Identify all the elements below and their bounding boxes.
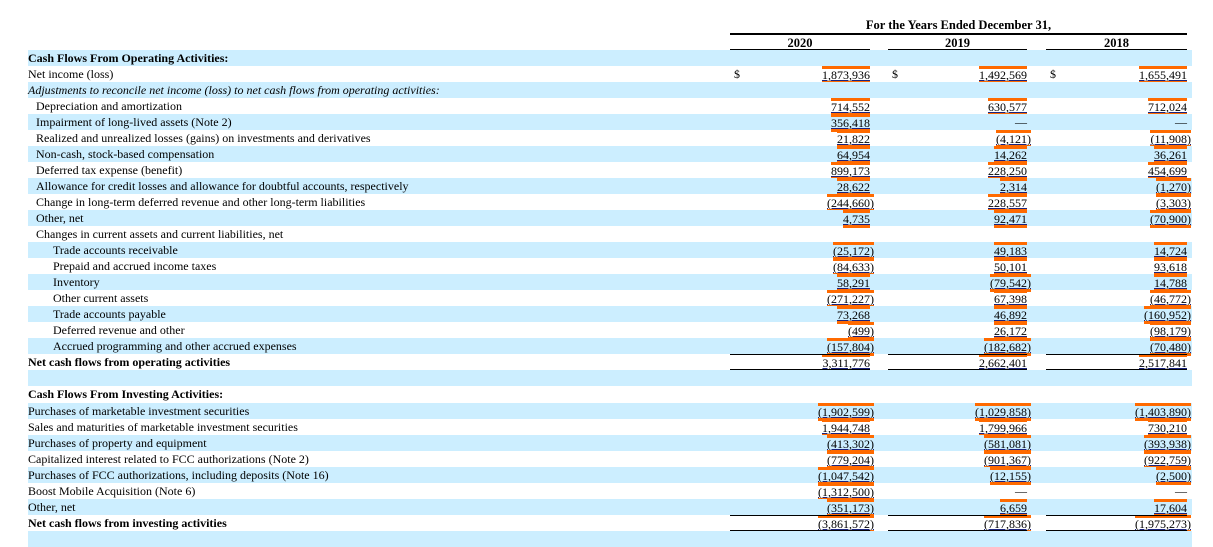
table-row: Other, net 4,735 92,471 (70,900) bbox=[28, 210, 1192, 228]
value-cell-2018: (70,900) bbox=[1046, 210, 1191, 228]
total-rule-bottom bbox=[888, 530, 1027, 531]
total-rule-bottom bbox=[1046, 369, 1187, 370]
table-row: Purchases of property and equipment (413,… bbox=[28, 435, 1192, 453]
row-label: Capitalized interest related to FCC auth… bbox=[28, 452, 309, 466]
total-row: Net cash flows from operating activities… bbox=[28, 354, 1192, 372]
row-label: Adjustments to reconcile net income (los… bbox=[28, 83, 440, 97]
empty-value: — bbox=[1175, 115, 1187, 129]
empty-value: — bbox=[1015, 115, 1027, 129]
total-rule-top bbox=[730, 354, 870, 355]
row-label: Trade accounts payable bbox=[53, 307, 166, 321]
row-label: Other, net bbox=[28, 500, 76, 514]
table-row: Deferred tax expense (benefit) 899,173 228… bbox=[28, 162, 1192, 180]
row-label: Prepaid and accrued income taxes bbox=[53, 259, 217, 273]
total-row: Net cash flows from investing activities… bbox=[28, 515, 1192, 533]
table-row: Accrued programming and other accrued ex… bbox=[28, 338, 1192, 356]
total-rule-top bbox=[888, 515, 1027, 516]
row-label: Trade accounts receivable bbox=[53, 243, 178, 257]
value-cell-2019: (12,155) bbox=[888, 467, 1031, 485]
row-label: Inventory bbox=[53, 275, 100, 289]
section-row: Adjustments to reconcile net income (los… bbox=[28, 82, 1192, 98]
total-rule-top bbox=[1046, 515, 1187, 516]
numeric-value: (2,500) bbox=[1156, 467, 1191, 485]
total-rule-bottom bbox=[1046, 530, 1187, 531]
empty-value: — bbox=[1015, 484, 1027, 498]
table-row: Prepaid and accrued income taxes (84,633)… bbox=[28, 258, 1192, 276]
row-label: Net cash flows from operating activities bbox=[28, 355, 231, 369]
section-row bbox=[28, 370, 1192, 386]
value-cell-2019: — bbox=[888, 114, 1027, 130]
row-label: Cash Flows From Operating Activities: bbox=[28, 51, 229, 65]
row-label: Purchases of marketable investment secur… bbox=[28, 404, 250, 418]
cash-flow-table: Cash Flows From Operating Activities: Net… bbox=[28, 50, 1192, 547]
section-row: Cash Flows From Operating Activities: bbox=[28, 50, 1192, 66]
section-row: Cash Flows From Investing Activities: bbox=[28, 386, 1192, 403]
table-row: Realized and unrealized losses (gains) o… bbox=[28, 130, 1192, 148]
row-label: Deferred tax expense (benefit) bbox=[36, 163, 183, 177]
table-row: Non-cash, stock-based compensation 64,954… bbox=[28, 146, 1192, 164]
table-row: Purchases of FCC authorizations, includi… bbox=[28, 467, 1192, 485]
row-label: Other, net bbox=[36, 211, 84, 225]
row-label: Purchases of property and equipment bbox=[28, 436, 207, 450]
currency-symbol: $ bbox=[892, 67, 898, 81]
value-cell-2018: — bbox=[1046, 114, 1187, 130]
total-rule-top bbox=[888, 354, 1027, 355]
total-rule-bottom bbox=[888, 369, 1027, 370]
year-header-2019: 2019 bbox=[888, 35, 1027, 50]
row-label: Cash Flows From Investing Activities: bbox=[28, 387, 224, 401]
table-row: Deferred revenue and other (499) 26,172 (98… bbox=[28, 322, 1192, 340]
numeric-value: 4,735 bbox=[843, 210, 870, 228]
table-row: Other current assets (271,227) 67,398 (46,7… bbox=[28, 290, 1192, 308]
table-row: Trade accounts receivable (25,172) 49,183 1… bbox=[28, 242, 1192, 260]
value-cell-2019: 92,471 bbox=[888, 210, 1027, 228]
table-row: Purchases of marketable investment secur… bbox=[28, 403, 1192, 421]
numeric-value: (12,155) bbox=[990, 467, 1031, 485]
table-row: Net income (loss) $ $ $1,873,936 1,492,569 1,… bbox=[28, 66, 1192, 84]
table-row: Capitalized interest related to FCC auth… bbox=[28, 451, 1192, 469]
value-cell-2018: (2,500) bbox=[1046, 467, 1191, 485]
table-row: Inventory 58,291 (79,542) 14,788 bbox=[28, 274, 1192, 292]
table-row: Boost Mobile Acquisition (Note 6) (1,312,… bbox=[28, 483, 1192, 501]
row-label: Change in long-term deferred revenue and… bbox=[36, 195, 366, 209]
table-row: Depreciation and amortization 714,552 630,… bbox=[28, 98, 1192, 116]
section-row bbox=[28, 531, 1192, 547]
numeric-value: 92,471 bbox=[994, 210, 1027, 228]
row-label: Impairment of long-lived assets (Note 2) bbox=[36, 115, 232, 129]
table-row: Impairment of long-lived assets (Note 2)… bbox=[28, 114, 1192, 132]
row-label: Net income (loss) bbox=[28, 67, 114, 81]
row-label: Depreciation and amortization bbox=[36, 99, 182, 113]
row-label: Allowance for credit losses and allowanc… bbox=[36, 179, 409, 193]
total-rule-bottom bbox=[730, 530, 870, 531]
year-header-2018: 2018 bbox=[1046, 35, 1187, 50]
currency-symbol: $ bbox=[1050, 67, 1056, 81]
value-cell-2020: 4,735 bbox=[730, 210, 870, 228]
row-label: Realized and unrealized losses (gains) o… bbox=[36, 131, 371, 145]
table-row: Allowance for credit losses and allowanc… bbox=[28, 178, 1192, 196]
row-label: Boost Mobile Acquisition (Note 6) bbox=[28, 484, 196, 498]
section-row: Changes in current assets and current li… bbox=[28, 226, 1192, 242]
row-label: Sales and maturities of marketable inves… bbox=[28, 420, 298, 434]
currency-symbol: $ bbox=[734, 67, 740, 81]
table-row: Other, net (351,173) 6,659 17,604 bbox=[28, 499, 1192, 517]
total-rule-top bbox=[1046, 354, 1187, 355]
row-label: Purchases of FCC authorizations, includi… bbox=[28, 468, 329, 482]
row-label: Accrued programming and other accrued ex… bbox=[53, 339, 297, 353]
row-label: Deferred revenue and other bbox=[53, 323, 185, 337]
year-header-2020: 2020 bbox=[730, 35, 870, 50]
column-group-title: For the Years Ended December 31, bbox=[865, 18, 1052, 32]
row-label: Non-cash, stock-based compensation bbox=[36, 147, 215, 161]
value-cell-2019: — bbox=[888, 483, 1027, 499]
table-row: Change in long-term deferred revenue and… bbox=[28, 194, 1192, 212]
row-label: Other current assets bbox=[53, 291, 149, 305]
table-row: Sales and maturities of marketable inves… bbox=[28, 419, 1192, 437]
total-rule-bottom bbox=[730, 369, 870, 370]
total-rule-top bbox=[730, 515, 870, 516]
empty-value: — bbox=[1175, 484, 1187, 498]
value-cell-2018: — bbox=[1046, 483, 1187, 499]
row-label: Changes in current assets and current li… bbox=[36, 227, 284, 241]
row-label: Net cash flows from investing activities bbox=[28, 516, 227, 530]
numeric-value: (70,900) bbox=[1150, 210, 1191, 228]
header-rule bbox=[730, 33, 1187, 35]
table-row: Trade accounts payable 73,268 46,892 (160,9… bbox=[28, 306, 1192, 324]
